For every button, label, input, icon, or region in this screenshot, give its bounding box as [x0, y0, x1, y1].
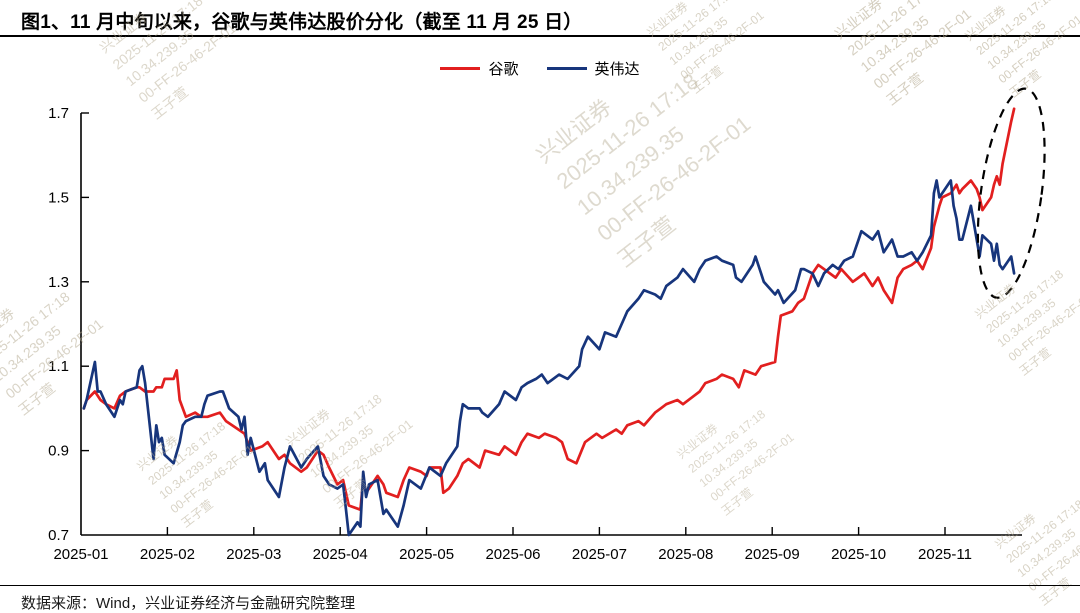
- x-tick-label: 2025-04: [313, 546, 368, 563]
- source-divider: [0, 585, 1080, 586]
- x-tick-label: 2025-10: [831, 546, 886, 563]
- divergence-highlight-ellipse: [976, 87, 1046, 299]
- x-tick-label: 2025-01: [53, 546, 108, 563]
- data-source-note: 数据来源：Wind，兴业证券经济与金融研究院整理: [21, 595, 356, 612]
- legend-label-google: 谷歌: [488, 61, 519, 78]
- x-tick-label: 2025-09: [745, 546, 800, 563]
- title-divider: [0, 35, 1080, 37]
- y-tick-label: 1.3: [48, 274, 69, 291]
- x-tick-label: 2025-08: [658, 546, 713, 563]
- legend-item-google: 谷歌: [440, 58, 519, 79]
- figure-title: 图1、11 月中旬以来，谷歌与英伟达股价分化（截至 11 月 25 日）: [21, 12, 583, 33]
- y-tick-label: 1.7: [48, 105, 69, 122]
- legend-item-nvidia: 英伟达: [546, 58, 640, 79]
- x-tick-label: 2025-05: [399, 546, 454, 563]
- x-tick-label: 2025-03: [226, 546, 281, 563]
- x-tick-label: 2025-07: [572, 546, 627, 563]
- chart-legend: 谷歌 英伟达: [0, 58, 1080, 79]
- y-tick-label: 0.9: [48, 443, 69, 460]
- x-tick-label: 2025-06: [485, 546, 540, 563]
- google-price-line: [82, 107, 1016, 512]
- google-line-swatch: [440, 67, 481, 70]
- x-tick-label: 2025-11: [918, 546, 972, 563]
- y-tick-label: 0.7: [48, 527, 69, 544]
- nvidia-price-line: [82, 179, 1016, 537]
- y-tick-label: 1.1: [48, 358, 69, 375]
- x-tick-label: 2025-02: [140, 546, 195, 563]
- nvidia-line-swatch: [546, 67, 587, 70]
- legend-label-nvidia: 英伟达: [594, 61, 640, 78]
- y-tick-label: 1.5: [48, 189, 69, 206]
